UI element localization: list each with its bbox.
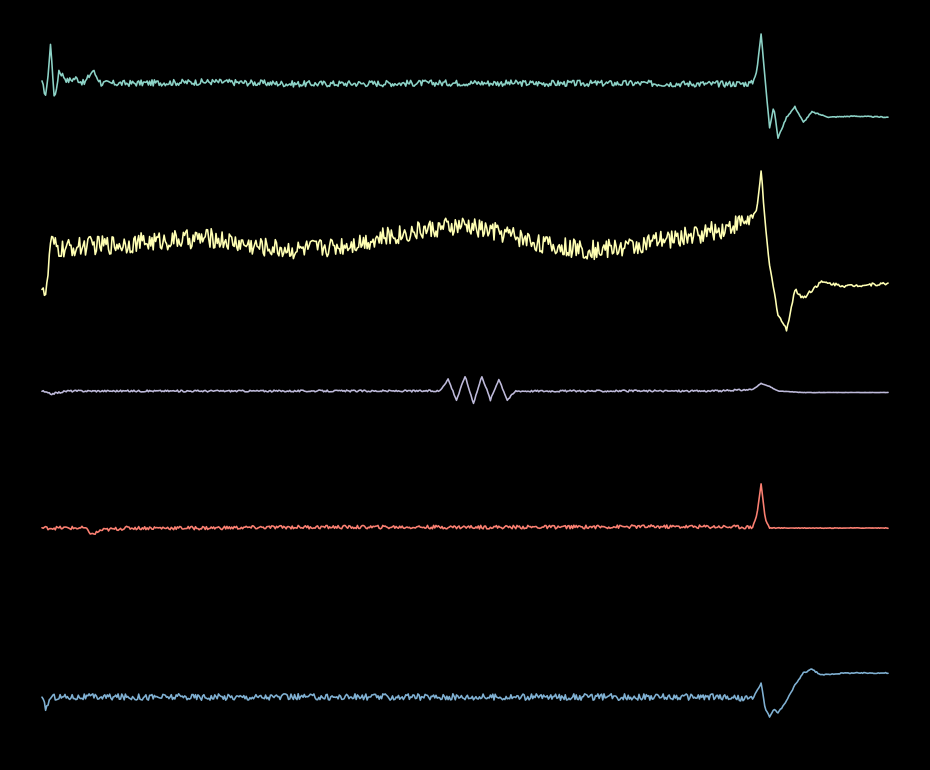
signal-trace-4 (41, 483, 889, 535)
signal-trace-3 (41, 376, 889, 405)
signal-trace-1 (41, 33, 889, 139)
signal-trace-5 (41, 668, 889, 718)
signal-trace-2 (41, 170, 889, 332)
traces-group (41, 33, 889, 718)
